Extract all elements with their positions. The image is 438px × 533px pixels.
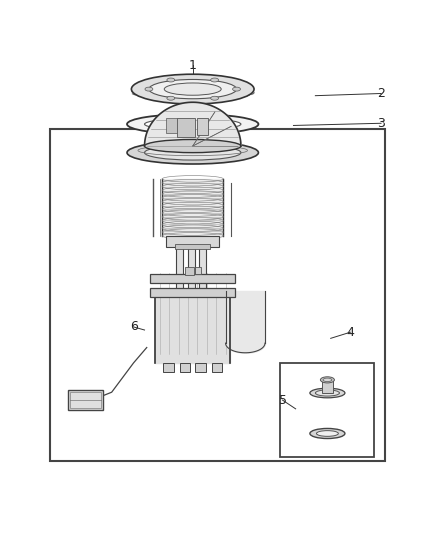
Bar bbox=[166, 118, 177, 133]
Bar bbox=[280, 363, 374, 457]
Text: 1: 1 bbox=[189, 59, 197, 71]
Ellipse shape bbox=[131, 74, 254, 104]
Ellipse shape bbox=[310, 388, 345, 398]
Ellipse shape bbox=[315, 390, 339, 396]
Text: 4: 4 bbox=[346, 326, 354, 338]
Polygon shape bbox=[162, 179, 223, 236]
Ellipse shape bbox=[310, 429, 345, 439]
Bar bbox=[212, 363, 222, 373]
Ellipse shape bbox=[127, 141, 258, 164]
Bar bbox=[185, 266, 194, 275]
Bar bbox=[199, 241, 206, 295]
Ellipse shape bbox=[211, 96, 219, 100]
Text: 5: 5 bbox=[279, 393, 286, 407]
Polygon shape bbox=[226, 292, 265, 343]
Ellipse shape bbox=[127, 114, 258, 134]
Ellipse shape bbox=[167, 96, 175, 100]
Bar bbox=[70, 392, 101, 408]
Bar bbox=[176, 241, 183, 295]
Ellipse shape bbox=[145, 140, 241, 152]
Ellipse shape bbox=[145, 145, 241, 160]
Bar bbox=[68, 390, 103, 410]
Bar bbox=[322, 380, 333, 393]
Ellipse shape bbox=[321, 377, 335, 383]
Ellipse shape bbox=[211, 78, 219, 82]
Ellipse shape bbox=[233, 87, 240, 91]
Text: 2: 2 bbox=[377, 87, 385, 100]
Bar bbox=[195, 363, 206, 373]
Text: 3: 3 bbox=[377, 117, 385, 130]
Bar bbox=[197, 118, 208, 135]
Ellipse shape bbox=[323, 378, 332, 382]
Bar bbox=[175, 244, 210, 249]
Ellipse shape bbox=[316, 431, 338, 437]
Bar bbox=[150, 274, 235, 282]
Bar bbox=[150, 288, 235, 297]
Text: 6: 6 bbox=[130, 320, 138, 334]
Ellipse shape bbox=[145, 87, 153, 91]
Bar bbox=[50, 128, 385, 462]
Ellipse shape bbox=[164, 83, 221, 95]
Bar bbox=[188, 241, 195, 295]
Polygon shape bbox=[155, 295, 230, 363]
Bar bbox=[177, 118, 195, 138]
Bar bbox=[195, 268, 201, 274]
Bar bbox=[166, 236, 219, 247]
Bar bbox=[163, 363, 174, 373]
Ellipse shape bbox=[145, 118, 241, 130]
Ellipse shape bbox=[167, 78, 175, 82]
Ellipse shape bbox=[149, 79, 237, 99]
Bar bbox=[180, 363, 190, 373]
